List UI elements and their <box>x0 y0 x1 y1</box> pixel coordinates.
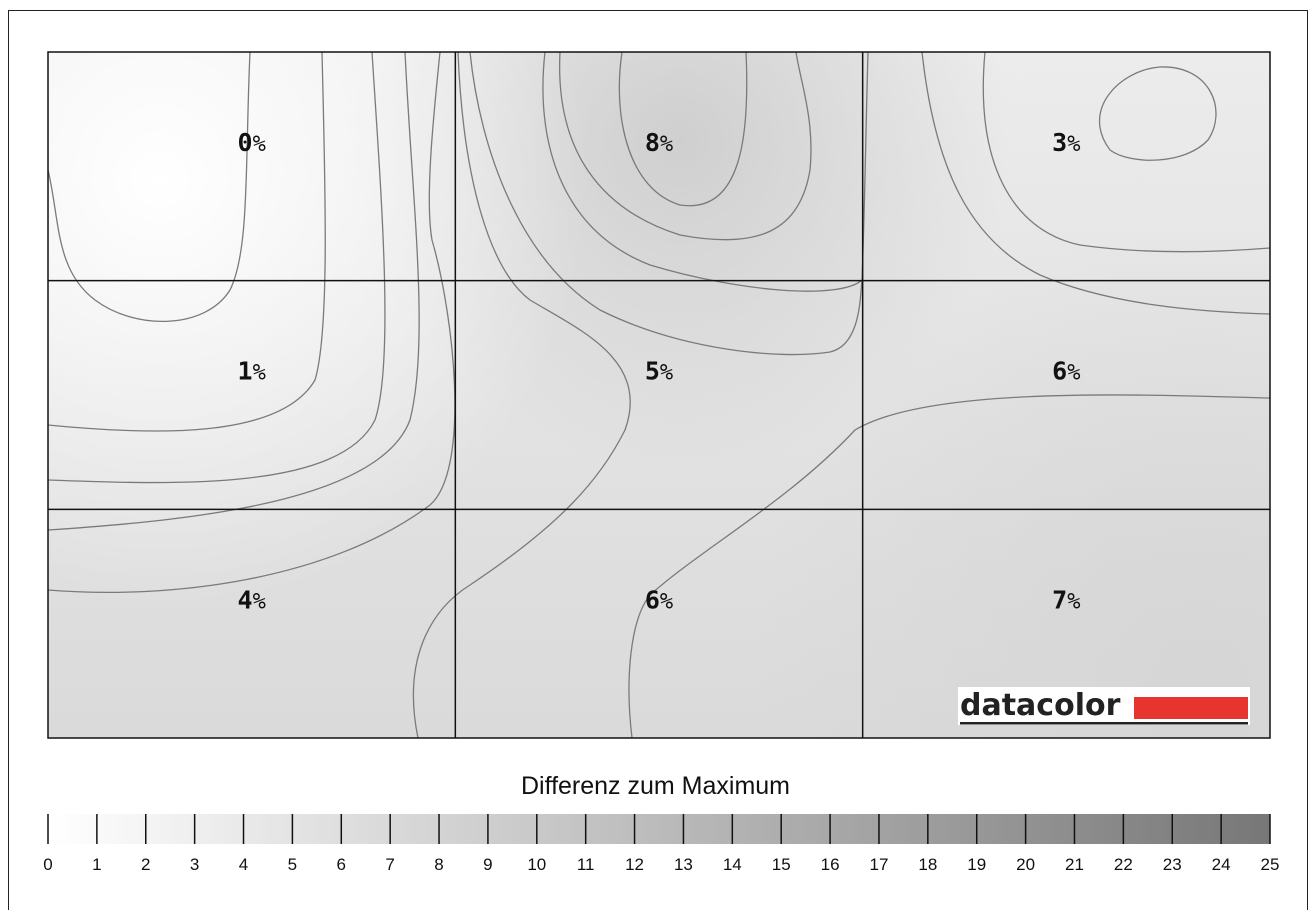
cell-value-label: 1% <box>238 357 266 386</box>
colorbar-tick-label: 0 <box>43 855 52 874</box>
colorbar-tick-label: 22 <box>1114 855 1133 874</box>
colorbar-title: Differenz zum Maximum <box>520 772 791 800</box>
colorbar-tick-label: 14 <box>723 855 742 874</box>
cell-value-label: 5% <box>645 357 673 386</box>
contour-line <box>469 52 869 356</box>
colorbar-tick-label: 4 <box>239 855 248 874</box>
cell-value-label: 6% <box>1052 357 1080 386</box>
cell-labels: 0% 8% 3% 1% 5% 6% 4% 6% 7% <box>238 128 1081 614</box>
contour-line <box>618 52 748 207</box>
colorbar-tick-label: 20 <box>1016 855 1035 874</box>
contour-line <box>48 52 386 484</box>
colorbar-tick-label: 21 <box>1065 855 1084 874</box>
colorbar-tick-label: 7 <box>385 855 394 874</box>
contour-line <box>921 52 1270 315</box>
colorbar-tick-label: 15 <box>772 855 791 874</box>
contour-line <box>1098 66 1217 161</box>
colorbar-tick-label: 13 <box>674 855 693 874</box>
contour-line <box>542 52 863 292</box>
colorbar-tick-label: 9 <box>483 855 492 874</box>
colorbar-tick-label: 3 <box>190 855 199 874</box>
contour-line <box>48 52 251 323</box>
colorbar-tick-label: 11 <box>577 855 595 874</box>
contour-line <box>412 52 631 738</box>
colorbar-tick-label: 1 <box>92 855 101 874</box>
colorbar-tick-label: 2 <box>141 855 150 874</box>
measurement-grid <box>47 51 1271 739</box>
colorbar-tick-label: 17 <box>869 855 888 874</box>
colorbar-tick-label: 19 <box>967 855 986 874</box>
colorbar-tick-label: 18 <box>918 855 937 874</box>
cell-value-label: 4% <box>238 585 266 614</box>
contour-lines <box>48 52 1270 738</box>
colorbar-tick-label: 6 <box>337 855 346 874</box>
colorbar-tick-label: 5 <box>288 855 297 874</box>
grid-border <box>47 51 1271 739</box>
colorbar-tick-label: 10 <box>527 855 546 874</box>
cell-value-label: 7% <box>1052 585 1080 614</box>
cell-value-label: 8% <box>645 128 673 157</box>
cell-value-label: 0% <box>238 128 266 157</box>
colorbar: 0 1 2 3 4 5 6 7 8 9 10 11 12 13 14 15 16 17 18 19 20 21 22 23 24… <box>43 814 1279 874</box>
cell-value-label: 3% <box>1052 128 1080 157</box>
colorbar-tick-label: 8 <box>434 855 443 874</box>
contour-line <box>48 52 420 531</box>
colorbar-tick-label: 25 <box>1261 855 1280 874</box>
colorbar-tick-label: 16 <box>821 855 840 874</box>
contour-line <box>48 52 326 432</box>
colorbar-tick-label: 23 <box>1163 855 1182 874</box>
cell-value-label: 6% <box>645 585 673 614</box>
contour-line <box>558 52 812 241</box>
logo-text: datacolor <box>960 688 1121 723</box>
contour-line <box>48 52 456 594</box>
contour-line <box>982 52 1270 253</box>
datacolor-logo: datacolor <box>958 687 1250 725</box>
contour-line <box>628 394 1270 738</box>
image-frame <box>8 10 1308 910</box>
colorbar-tick-label: 24 <box>1212 855 1231 874</box>
colorbar-tick-label: 12 <box>625 855 644 874</box>
